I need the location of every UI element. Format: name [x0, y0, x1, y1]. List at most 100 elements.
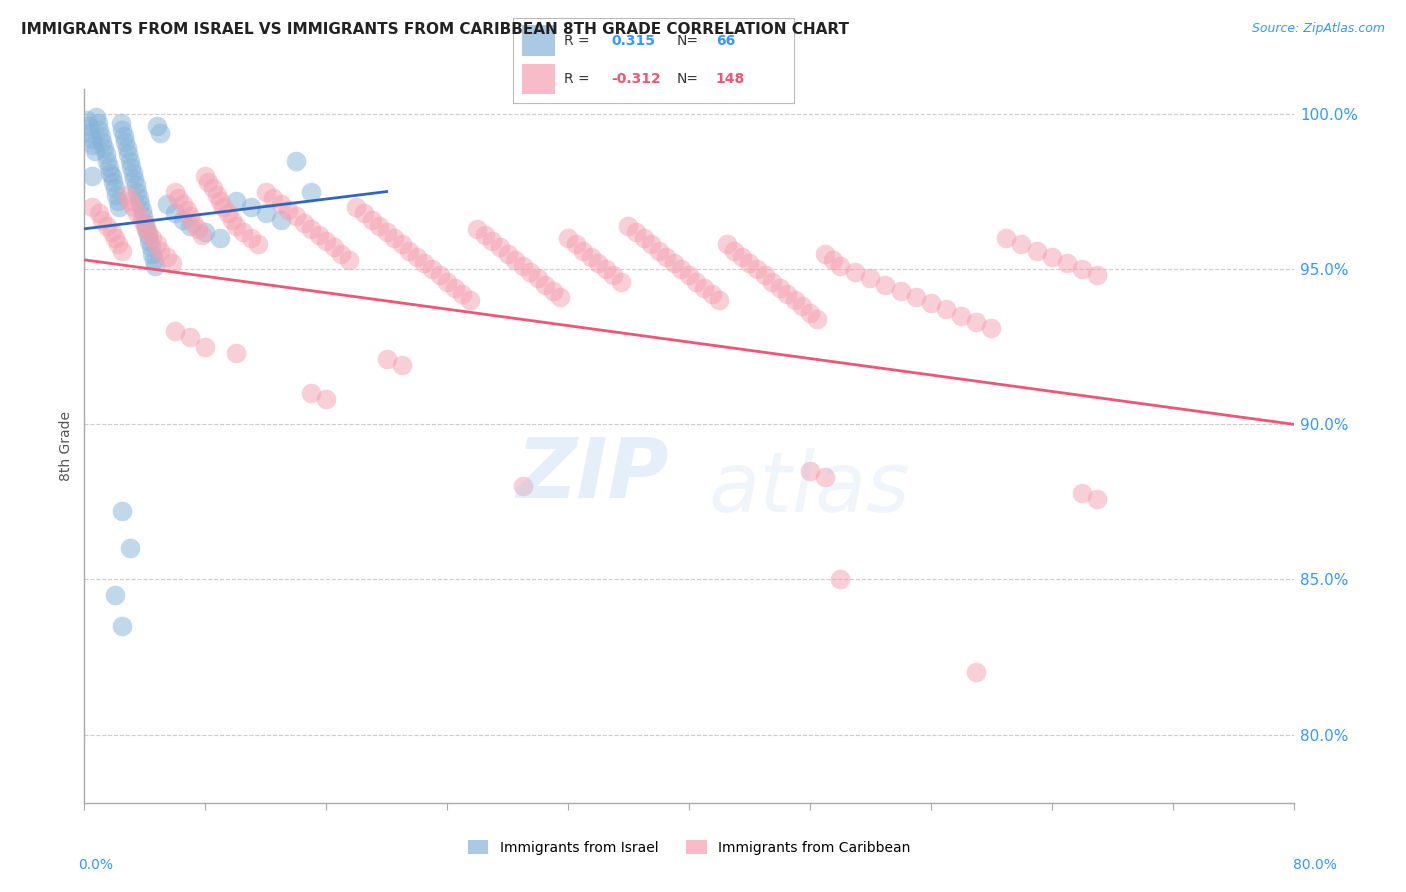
Point	[299, 185, 322, 199]
Point	[534, 277, 557, 292]
Point	[564, 237, 586, 252]
Point	[100, 169, 122, 183]
Point	[132, 210, 155, 224]
Point	[89, 122, 111, 136]
Point	[165, 185, 187, 199]
Point	[617, 219, 640, 233]
Point	[217, 206, 239, 220]
Point	[87, 116, 110, 130]
Point	[107, 237, 129, 252]
Point	[239, 231, 262, 245]
Point	[716, 237, 738, 252]
Point	[633, 231, 655, 245]
Point	[114, 135, 136, 149]
Point	[212, 200, 235, 214]
Point	[134, 219, 156, 233]
Point	[96, 153, 118, 168]
Point	[693, 281, 716, 295]
Point	[129, 197, 152, 211]
Point	[315, 234, 337, 248]
Point	[299, 222, 322, 236]
Point	[610, 275, 633, 289]
Point	[209, 194, 232, 208]
Point	[299, 386, 322, 401]
Point	[1071, 262, 1094, 277]
Point	[146, 120, 169, 134]
Point	[844, 265, 866, 279]
Point	[80, 200, 103, 214]
Point	[413, 256, 436, 270]
Point	[179, 219, 201, 233]
Point	[292, 216, 315, 230]
Point	[172, 197, 194, 211]
Point	[115, 141, 138, 155]
Point	[308, 227, 330, 242]
Point	[115, 187, 138, 202]
Point	[111, 619, 134, 633]
Point	[731, 250, 754, 264]
Point	[120, 160, 142, 174]
Point	[285, 153, 308, 168]
Point	[156, 197, 179, 211]
Point	[474, 227, 496, 242]
Point	[179, 330, 201, 344]
Point	[527, 271, 550, 285]
Point	[512, 259, 534, 273]
Point	[225, 346, 247, 360]
Point	[738, 256, 761, 270]
Point	[1071, 485, 1094, 500]
Point	[783, 293, 806, 308]
Point	[84, 145, 107, 159]
Point	[82, 138, 104, 153]
Point	[90, 128, 112, 143]
Point	[225, 194, 247, 208]
Point	[270, 197, 292, 211]
Point	[127, 185, 149, 199]
Point	[315, 392, 337, 407]
Text: 148: 148	[716, 72, 745, 86]
Point	[104, 588, 127, 602]
Point	[141, 246, 163, 260]
Point	[322, 240, 344, 254]
Point	[77, 120, 100, 134]
Point	[489, 240, 512, 254]
Point	[80, 132, 103, 146]
Point	[91, 212, 114, 227]
Point	[100, 225, 122, 239]
Point	[330, 246, 353, 260]
Point	[145, 259, 167, 273]
Point	[121, 200, 143, 214]
Text: R =: R =	[564, 72, 589, 86]
Point	[111, 244, 134, 258]
Point	[194, 169, 217, 183]
Point	[225, 219, 247, 233]
Point	[792, 299, 814, 313]
Point	[105, 187, 128, 202]
Point	[436, 275, 458, 289]
Text: Source: ZipAtlas.com: Source: ZipAtlas.com	[1251, 22, 1385, 36]
Point	[496, 246, 519, 260]
Point	[194, 225, 217, 239]
Legend: Immigrants from Israel, Immigrants from Caribbean: Immigrants from Israel, Immigrants from …	[463, 834, 915, 860]
Point	[830, 259, 852, 273]
Point	[270, 212, 292, 227]
Point	[391, 359, 413, 373]
Point	[481, 234, 503, 248]
Point	[1085, 491, 1108, 506]
Point	[110, 116, 132, 130]
Point	[678, 268, 700, 283]
Point	[136, 225, 159, 239]
Point	[799, 464, 821, 478]
Point	[346, 200, 368, 214]
Point	[360, 212, 382, 227]
Text: 66: 66	[716, 34, 735, 47]
Point	[821, 252, 844, 267]
Point	[118, 153, 141, 168]
Point	[262, 191, 284, 205]
Point	[277, 203, 299, 218]
Point	[207, 187, 229, 202]
Point	[700, 287, 723, 301]
Point	[146, 237, 169, 252]
Point	[191, 227, 214, 242]
Point	[761, 275, 783, 289]
